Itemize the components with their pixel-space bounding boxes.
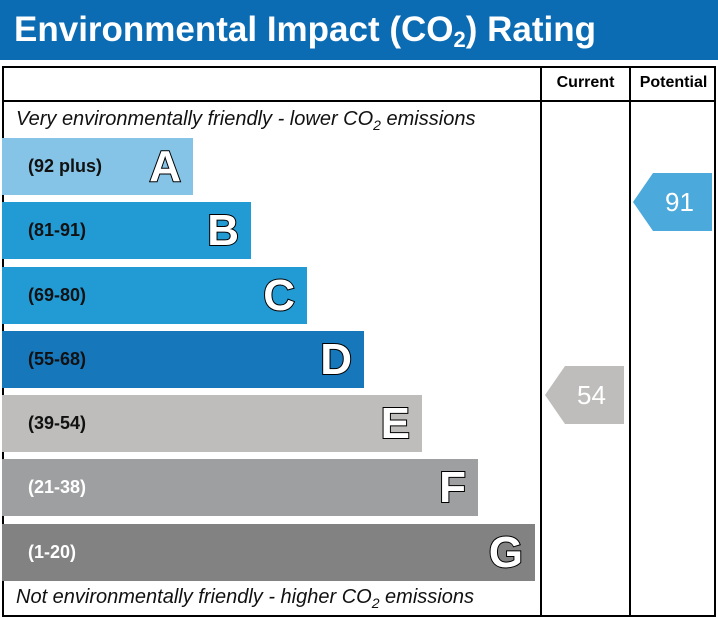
band-letter: E <box>380 398 411 449</box>
band-range: (69-80) <box>28 285 87 305</box>
top-note-end: emissions <box>380 108 476 130</box>
band-letter: F <box>438 462 467 513</box>
top-note-text: Very environmentally friendly - lower CO <box>16 108 374 130</box>
band-range: (21-38) <box>28 477 87 497</box>
arrow-shape <box>633 173 712 231</box>
bottom-note-text: Not environmentally friendly - higher CO <box>16 586 372 608</box>
band-e: (39-54) E <box>2 395 422 452</box>
band-range: (55-68) <box>28 349 87 369</box>
current-rating-arrow: 54 <box>545 366 624 424</box>
band-c: (69-80) C <box>2 267 307 324</box>
bottom-note: Not environmentally friendly - higher CO… <box>16 586 474 611</box>
band-letter: A <box>148 141 182 192</box>
band-letter: B <box>206 205 240 256</box>
band-g: (1-20) G <box>2 524 535 581</box>
band-letter: C <box>262 270 296 321</box>
band-letter: G <box>488 527 524 578</box>
arrow-shape <box>545 366 624 424</box>
potential-rating-value: 91 <box>665 187 694 217</box>
title-text: Environmental Impact (CO <box>14 10 454 49</box>
page-title: Environmental Impact (CO2) Rating <box>0 0 718 60</box>
band-range: (39-54) <box>28 413 87 433</box>
column-divider <box>629 66 631 617</box>
top-note: Very environmentally friendly - lower CO… <box>16 108 475 133</box>
header-divider <box>2 100 716 102</box>
band-range: (1-20) <box>28 542 77 562</box>
current-rating-value: 54 <box>577 380 606 410</box>
top-note-sub: 2 <box>373 117 381 133</box>
bottom-note-sub: 2 <box>371 595 380 611</box>
current-column-header: Current <box>556 74 615 91</box>
band-range: (81-91) <box>28 220 87 240</box>
potential-rating-arrow: 91 <box>633 173 712 231</box>
title-subscript: 2 <box>453 27 466 52</box>
band-letter: D <box>319 334 353 385</box>
potential-column-header: Potential <box>639 74 708 91</box>
column-divider <box>540 66 542 617</box>
title-end: ) Rating <box>465 10 597 49</box>
band-d: (55-68) D <box>2 331 364 388</box>
bottom-note-end: emissions <box>379 586 474 608</box>
band-f: (21-38) F <box>2 459 478 516</box>
band-range: (92 plus) <box>28 156 103 176</box>
band-b: (81-91) B <box>2 202 251 259</box>
band-a: (92 plus) A <box>2 138 193 195</box>
